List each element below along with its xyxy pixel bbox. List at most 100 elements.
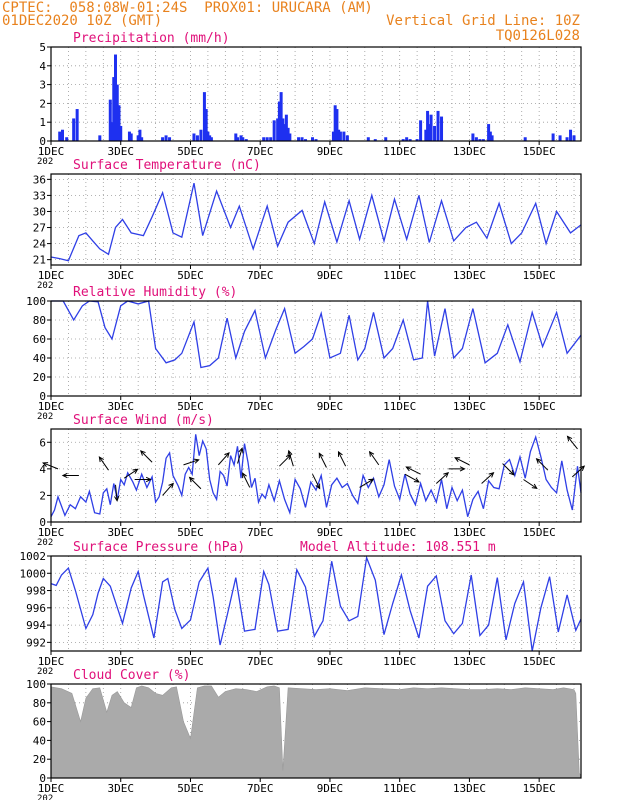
wind-arrow-head [508, 469, 515, 476]
wind-arrow-head [139, 450, 146, 456]
precip-bar [300, 137, 304, 141]
cloud-area [50, 685, 582, 779]
wind-arrow-shaft [288, 450, 294, 467]
precip-bar [127, 131, 131, 141]
y-tick-label: 0 [39, 516, 46, 529]
precip-bar [342, 131, 346, 141]
wind-arrow [523, 479, 538, 489]
x-tick-label: 3DEC [107, 782, 134, 795]
x-tick-label: 13DEC [453, 782, 486, 795]
precip-bar [433, 125, 437, 141]
precip-bar [331, 131, 335, 141]
wind-arrow-shaft [242, 472, 251, 488]
header-location: CPTEC: 058:08W-01:24S PROX01: URUCARA (A… [2, 0, 373, 16]
precip-bar [117, 105, 121, 141]
header-code: TQ0126L028 [495, 28, 580, 44]
wind-arrow-head [132, 468, 139, 474]
pressure-line [50, 555, 582, 652]
y-tick-label: 80 [33, 697, 46, 710]
precip-bar [276, 118, 280, 141]
wind-arrow-shaft [98, 456, 109, 471]
precip-bar [471, 133, 475, 141]
y-tick-label: 2 [39, 97, 46, 110]
precip-bar [565, 137, 569, 141]
x-tick-label: 1DEC [38, 269, 65, 282]
pressure-frame [50, 555, 582, 652]
wind-arrow [454, 457, 470, 466]
y-tick-label: 60 [33, 333, 46, 346]
wind-frame [50, 428, 582, 523]
pressure-panel: 992 994 996 998 1000 1002 1DEC 3DEC 5DEC 7DEC 9DEC… [20, 540, 582, 677]
wind-arrow-shaft [404, 473, 420, 483]
x-tick-label: 7DEC [247, 782, 274, 795]
y-tick-label: 994 [26, 619, 46, 632]
x-tick-label: 13DEC [453, 269, 486, 282]
precip-bar [206, 131, 210, 141]
precip-bar [244, 139, 248, 141]
precip-bar [405, 137, 409, 141]
y-tick-label: 0 [39, 390, 46, 403]
x-tick-label: 3DEC [107, 400, 134, 413]
x-tick-label: 7DEC [247, 526, 274, 539]
y-tick-label: 60 [33, 716, 46, 729]
wind-arrow [162, 482, 174, 496]
wind-arrow [134, 476, 152, 483]
wind-arrow-head [488, 471, 495, 478]
wind-arrow-head [405, 466, 412, 472]
y-tick-label: 992 [26, 636, 46, 649]
wind-title: Surface Wind (m/s) [73, 413, 214, 428]
y-tick-label: 24 [33, 238, 47, 251]
wind-arrow [481, 471, 495, 484]
title-backdrop [66, 668, 266, 681]
wind-arrow [217, 452, 230, 466]
wind-arrow-shaft [567, 436, 578, 450]
x-tick-label: 9DEC [317, 655, 344, 668]
wind-arrow [139, 450, 153, 463]
cloud-cover-title: Cloud Cover (%) [73, 668, 190, 683]
precip-bar [490, 135, 494, 141]
x-tick-label: 15DEC [523, 782, 556, 795]
wind-arrow [535, 458, 549, 471]
precip-bar [98, 135, 102, 141]
x-tick-label: 15DEC [523, 145, 556, 158]
x-tick-label: 11DEC [383, 655, 416, 668]
precip-bar [115, 84, 119, 141]
precip-bar [311, 137, 315, 141]
x-tick-label: 5DEC [177, 526, 204, 539]
precip-bar [112, 77, 116, 141]
wind-arrow [279, 454, 292, 467]
x-tick-label: 3DEC [107, 145, 134, 158]
wind-arrow [312, 473, 321, 490]
precip-bar [236, 137, 240, 141]
y-tick-label: 33 [33, 189, 46, 202]
y-tick-label: 4 [39, 463, 46, 476]
precip-bar [429, 114, 433, 141]
x-tick-label: 1DEC [38, 655, 65, 668]
precip-bar [262, 137, 266, 141]
wind-arrow-head [287, 449, 293, 456]
wind-arrow-shaft [217, 452, 230, 466]
title-backdrop [66, 31, 266, 44]
precip-bar [335, 109, 339, 141]
x-tick-label: 7DEC [247, 655, 274, 668]
precip-bar [283, 124, 287, 141]
precip-bar [241, 137, 245, 141]
wind-arrow-head [193, 458, 200, 464]
x-tick-label: 3DEC [107, 526, 134, 539]
precip-bar [373, 139, 377, 141]
temperature-title: Surface Temperature (nC) [73, 158, 261, 173]
y-tick-label: 1000 [20, 567, 47, 580]
temperature-panel: 21 24 27 30 33 36 1DEC 3DEC 5DEC 7DEC 9DEC 11DEC 13D… [33, 158, 582, 291]
x-tick-label: 1DEC [38, 145, 65, 158]
pressure-title: Surface Pressure (hPa) [73, 540, 245, 555]
year-fragment: 202 [37, 667, 53, 677]
x-tick-label: 15DEC [523, 526, 556, 539]
y-tick-label: 20 [33, 753, 46, 766]
y-tick-label: 6 [39, 436, 46, 449]
y-tick-label: 21 [33, 254, 46, 267]
x-tick-label: 3DEC [107, 269, 134, 282]
wind-arrow-shaft [359, 478, 374, 488]
precip-bar [136, 135, 140, 141]
wind-arrow [188, 476, 202, 490]
wind-arrow-shaft [435, 472, 449, 484]
